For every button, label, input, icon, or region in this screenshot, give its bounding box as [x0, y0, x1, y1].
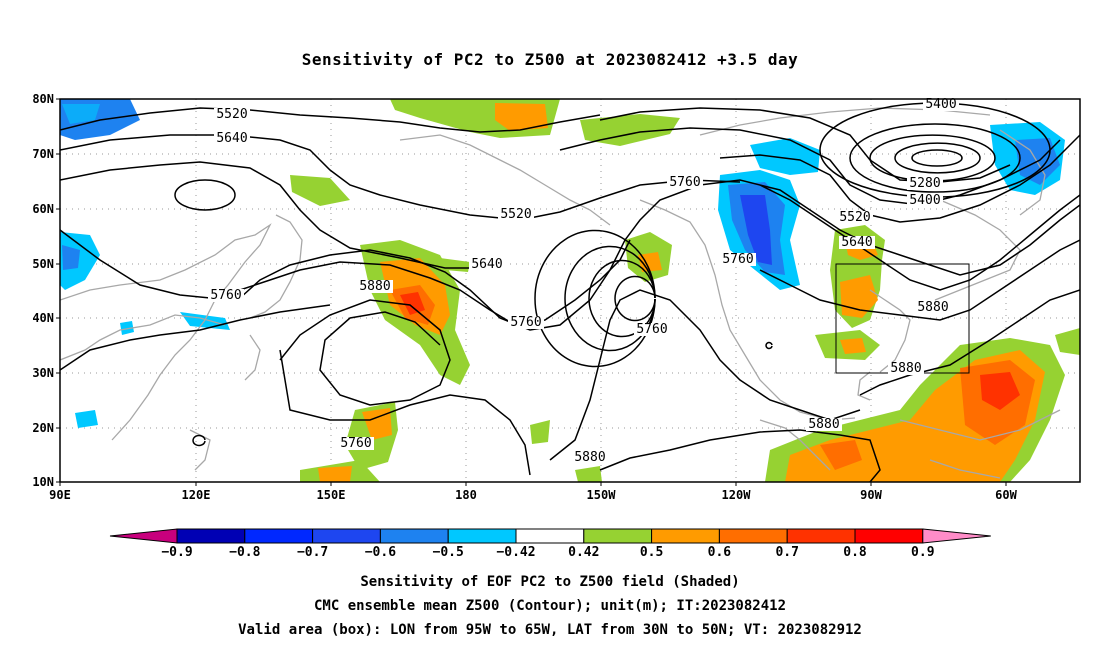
contour-label: 5760: [669, 175, 700, 190]
contour-label: 5520: [216, 107, 247, 122]
colorbar-tick-label: −0.6: [364, 545, 397, 560]
lat-label-10n: 10N: [32, 475, 54, 489]
contour-label-bg: [839, 236, 875, 249]
contour-label: 5880: [808, 417, 839, 432]
colorbar-tick-label: −0.8: [229, 545, 261, 560]
contour-label-bg: [572, 451, 608, 464]
z500-contours: [60, 102, 1080, 482]
contour-label-bg: [720, 253, 756, 266]
coastlines: [60, 107, 1061, 479]
contour-label: 5640: [216, 131, 247, 146]
lon-label-60w: 60W: [995, 488, 1017, 502]
contour-label: 5400: [909, 193, 940, 208]
contour-label: 5400: [925, 97, 956, 112]
lat-label-40n: 40N: [32, 311, 54, 325]
lat-label-30n: 30N: [32, 366, 54, 380]
contour-label: 5880: [890, 361, 921, 376]
contour-label: 5280: [909, 176, 940, 191]
contour-label-bg: [907, 177, 943, 190]
contour-label: 5760: [722, 252, 753, 267]
colorbar-tick-label: −0.7: [296, 545, 329, 560]
lon-label-120w: 120W: [721, 488, 751, 502]
contour-label: 5760: [510, 315, 541, 330]
contour-label-bg: [915, 301, 951, 314]
lat-label-70n: 70N: [32, 147, 54, 161]
contour-label-bg: [469, 258, 505, 271]
footer-line-1: Sensitivity of EOF PC2 to Z500 field (Sh…: [360, 574, 740, 590]
colorbar-tick-label: 0.42: [568, 545, 600, 560]
lat-label-20n: 20N: [32, 421, 54, 435]
lon-label-180: 180: [455, 488, 477, 502]
contour-label-bg: [667, 176, 703, 189]
contour-label-bg: [837, 211, 873, 224]
contour-label: 5640: [471, 257, 502, 272]
colorbar-tick-label: 0.8: [843, 545, 867, 560]
contour-label-bg: [498, 208, 534, 221]
footer-line-3: Valid area (box): LON from 95W to 65W, L…: [238, 622, 862, 638]
lon-label-150e: 150E: [316, 488, 346, 502]
contour-label-bg: [634, 323, 670, 336]
colorbar-tick-label: −0.5: [432, 545, 464, 560]
colorbar-tick-label: 0.7: [775, 545, 799, 560]
colorbar-tick-label: 0.6: [707, 545, 732, 560]
contour-label-bg: [338, 437, 374, 450]
contour-label: 5760: [340, 436, 371, 451]
map-frame: [59, 98, 1081, 483]
colorbar-tick-label: 0.9: [911, 545, 935, 560]
colorbar-tick-label: 0.5: [639, 545, 664, 560]
colorbar-tick-label: −0.42: [496, 545, 536, 560]
lat-label-50n: 50N: [32, 257, 54, 271]
contour-label-bg: [806, 418, 842, 431]
contour-label-bg: [923, 98, 959, 111]
positive-sensitivity-shading: [290, 99, 1080, 482]
contour-label: 5880: [574, 450, 605, 465]
contour-label: 5880: [917, 300, 948, 315]
contour-label-bg: [208, 289, 244, 302]
contour-label: 5880: [359, 279, 390, 294]
contour-label: 5760: [210, 288, 241, 303]
footer-line-2: CMC ensemble mean Z500 (Contour); unit(m…: [313, 598, 786, 614]
map-title: Sensitivity of PC2 to Z500 at 2023082412…: [301, 50, 799, 69]
lon-label-90w: 90W: [860, 488, 882, 502]
lat-label-60n: 60N: [32, 202, 54, 216]
contour-label: 5640: [841, 235, 872, 250]
lon-label-120e: 120E: [181, 488, 211, 502]
contour-label-bg: [357, 280, 393, 293]
lon-label-90e: 90E: [49, 488, 71, 502]
contour-label: 5520: [839, 210, 870, 225]
colorbar-tick-label: −0.9: [161, 545, 193, 560]
contour-label: 5520: [500, 207, 531, 222]
contour-label: 5760: [636, 322, 667, 337]
contour-label-bg: [214, 108, 250, 121]
lat-label-80n: 80N: [32, 92, 54, 106]
contour-labels: 5400 5520 5640 5760 5520 5280 5400 5520 5640 5760…: [208, 97, 959, 465]
contour-label-bg: [888, 362, 924, 375]
contour-label-bg: [214, 132, 250, 145]
contour-label-bg: [907, 194, 943, 207]
axis-ticks: [56, 98, 1007, 486]
contour-label-bg: [508, 316, 544, 329]
lon-label-150w: 150W: [586, 488, 616, 502]
